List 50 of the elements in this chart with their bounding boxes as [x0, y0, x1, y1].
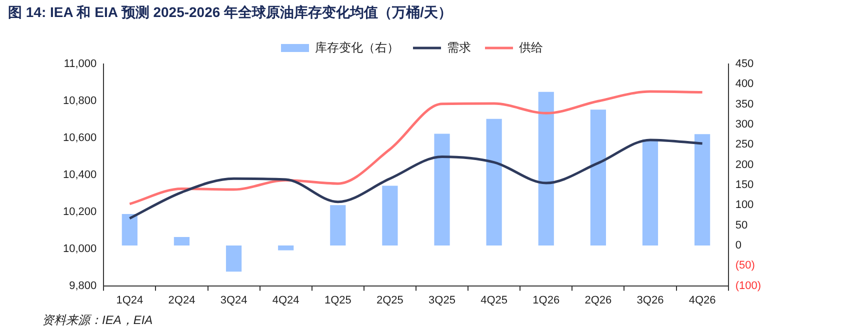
y-tick-label: 10,200 — [62, 206, 97, 218]
chart-title: 图 14: IEA 和 EIA 预测 2025-2026 年全球原油库存变化均值（万桶/天） — [8, 4, 452, 22]
y2-tick-label: (50) — [735, 260, 755, 272]
bar — [226, 245, 242, 272]
bar — [434, 134, 450, 246]
x-tick-label: 1Q25 — [324, 294, 352, 306]
bar — [174, 237, 190, 246]
bar — [694, 134, 710, 246]
line-series — [128, 90, 704, 206]
y2-tick-label: (100) — [735, 280, 762, 292]
y2-tick-label: 350 — [735, 98, 754, 110]
y-tick-label: 11,000 — [64, 58, 97, 70]
bar — [382, 186, 398, 246]
y2-tick-label: 200 — [735, 158, 754, 171]
y2-tick-label: 100 — [735, 199, 754, 212]
bar — [590, 110, 606, 246]
x-tick-label: 2Q26 — [584, 294, 612, 306]
y-tick-label: 9,800 — [69, 280, 97, 292]
y2-tick-label: 450 — [735, 58, 754, 70]
y2-tick-label: 300 — [735, 118, 754, 131]
x-tick-label: 4Q25 — [480, 294, 508, 306]
y-tick-label: 10,400 — [62, 168, 97, 181]
y2-tick-label: 50 — [735, 219, 748, 232]
bar — [642, 139, 658, 246]
x-tick-label: 3Q24 — [220, 294, 248, 306]
x-tick-label: 2Q24 — [168, 294, 196, 306]
x-tick-label: 4Q26 — [688, 294, 716, 306]
bar — [330, 205, 346, 246]
text: 资料来源：IEA，EIA — [42, 312, 153, 329]
bar — [538, 92, 554, 246]
bar — [122, 214, 138, 246]
y-tick-label: 10,000 — [62, 242, 97, 255]
y2-tick-label: 400 — [735, 78, 754, 90]
x-tick-label: 1Q24 — [116, 294, 144, 306]
x-tick-label: 4Q24 — [272, 294, 300, 306]
legend-label: 需求 — [447, 40, 471, 54]
y2-tick-label: 0 — [735, 240, 742, 252]
bar — [278, 245, 294, 250]
x-tick-label: 3Q26 — [636, 294, 664, 306]
bar — [486, 118, 502, 246]
x-tick-label: 3Q25 — [428, 294, 456, 306]
legend-label: 库存变化（右） — [315, 40, 399, 54]
y2-tick-label: 250 — [735, 138, 754, 151]
x-tick-label: 2Q25 — [376, 294, 404, 306]
legend-label: 供给 — [519, 40, 543, 54]
line-series — [128, 138, 704, 220]
x-tick-label: 1Q26 — [532, 294, 560, 306]
y-tick-label: 10,600 — [62, 132, 97, 144]
y2-tick-label: 150 — [735, 179, 754, 192]
y-tick-label: 10,800 — [62, 95, 97, 107]
